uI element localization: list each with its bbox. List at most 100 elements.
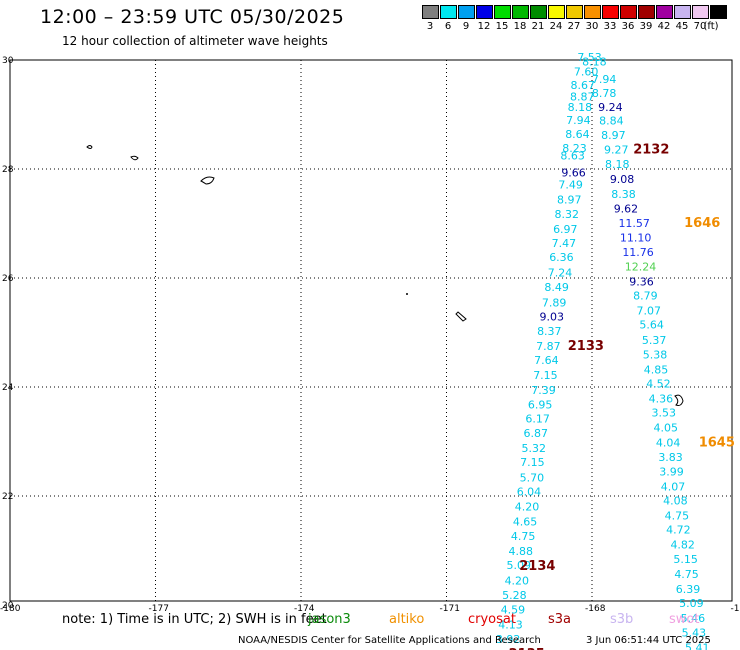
legend-swatch	[458, 5, 475, 19]
lat-tick-label: 22	[2, 492, 13, 502]
swh-value: 8.78	[592, 87, 617, 100]
swh-value: 5.41	[685, 641, 710, 650]
swh-value: 8.38	[611, 188, 636, 201]
legend-label: 70	[693, 21, 707, 32]
swh-value: 4.08	[663, 495, 688, 508]
legend-swatch	[530, 5, 547, 19]
swh-value: 9.66	[561, 167, 586, 180]
legend-label: 24	[549, 21, 563, 32]
lat-tick-label: 24	[2, 383, 14, 393]
swh-value: 7.64	[534, 354, 559, 367]
island-dot	[406, 293, 408, 295]
swh-value: 4.36	[649, 392, 674, 405]
swh-value: 6.36	[549, 251, 574, 264]
lon-tick-label: -171	[440, 604, 460, 614]
swh-value: 3.92	[496, 633, 521, 646]
swh-value: 7.07	[636, 305, 661, 318]
island-outline	[130, 155, 139, 161]
swh-value: 8.79	[633, 289, 658, 302]
swh-value: 7.15	[533, 369, 558, 382]
swh-value: 8.67	[571, 79, 596, 92]
swh-value: 4.52	[646, 378, 671, 391]
swh-value: 8.18	[582, 55, 607, 68]
axis-ticks: -180 -177 -174 -171 -168 -16 30 28 26 24 22 20	[0, 56, 740, 614]
legend-label: 30	[585, 21, 599, 32]
legend-swatch	[656, 5, 673, 19]
swh-value: 8.64	[565, 128, 590, 141]
island-outlines	[86, 145, 684, 406]
legend-swatch	[638, 5, 655, 19]
pass-number-label: 2135	[509, 647, 545, 650]
swh-value: 11.76	[622, 246, 654, 259]
swh-value: 4.78	[494, 648, 519, 650]
swh-value: 4.75	[665, 509, 690, 522]
swh-value: 11.10	[620, 231, 652, 244]
swh-value: 6.97	[553, 223, 578, 236]
swh-value: 4.05	[653, 422, 678, 435]
swh-value: 7.53	[577, 51, 602, 64]
swh-value: 3.53	[652, 406, 677, 419]
swh-value: 8.63	[560, 150, 585, 163]
swh-value: 8.23	[562, 142, 587, 155]
swh-value: 4.88	[508, 545, 533, 558]
swh-value: 4.20	[505, 574, 530, 587]
swh-value: 7.47	[552, 237, 577, 250]
swh-value: 5.64	[639, 319, 664, 332]
swh-value: 8.18	[568, 101, 593, 114]
legend-label: 6	[444, 21, 452, 32]
swh-value: 6.17	[525, 412, 550, 425]
swh-value: 6.39	[676, 583, 701, 596]
map-subtitle: 12 hour collection of altimeter wave hei…	[62, 34, 328, 48]
legend-swatch	[620, 5, 637, 19]
lon-tick-label: -174	[294, 604, 315, 614]
swh-value: 4.59	[501, 604, 526, 617]
swh-value: 4.07	[661, 481, 686, 494]
legend-label: 3	[426, 21, 434, 32]
swh-value: 4.13	[498, 618, 523, 631]
lat-tick-label: 20	[2, 601, 14, 611]
legend-swatch	[440, 5, 457, 19]
swh-value: 7.94	[566, 114, 591, 127]
island-outline	[86, 145, 93, 149]
legend-swatch	[476, 5, 493, 19]
swh-value: 8.49	[544, 281, 569, 294]
island-outline	[455, 311, 467, 322]
swh-value: 8.97	[601, 129, 626, 142]
generated-time: 3 Jun 06:51:44 UTC 2025	[586, 635, 711, 646]
swh-value: 7.24	[548, 266, 573, 279]
lat-tick-label: 30	[2, 56, 14, 66]
legend-label: 45	[675, 21, 689, 32]
legend-swatch	[494, 5, 511, 19]
swh-value: 4.04	[656, 436, 681, 449]
lon-tick-label: -16	[731, 604, 740, 614]
satellite-s3b: s3b	[610, 612, 634, 627]
lat-tick-label: 28	[2, 165, 14, 175]
legend-swatch	[602, 5, 619, 19]
swh-value: 5.09	[507, 559, 532, 572]
swh-value: 8.84	[599, 114, 624, 127]
satellite-cryosat: cryosat	[468, 612, 516, 627]
satellite-altiko: altiko	[389, 612, 425, 627]
map-title: 12:00 – 23:59 UTC 05/30/2025	[40, 6, 345, 28]
swh-value: 5.32	[522, 442, 547, 455]
swh-value: 11.57	[618, 217, 650, 230]
swh-value: 4.82	[670, 538, 695, 551]
swh-value: 5.09	[679, 597, 704, 610]
swh-value: 9.24	[598, 101, 623, 114]
legend-swatch	[710, 5, 727, 19]
swh-value: 3.83	[658, 451, 683, 464]
swh-value: 5.43	[682, 627, 707, 640]
lon-tick-label: -180	[0, 604, 21, 614]
swh-value: 5.15	[673, 553, 698, 566]
swh-value: 8.32	[555, 208, 580, 221]
swh-value: 7.94	[592, 73, 617, 86]
swh-value: 7.15	[520, 456, 545, 469]
swh-value: 7.89	[542, 296, 567, 309]
legend-label: 12	[477, 21, 491, 32]
legend-swatch	[512, 5, 529, 19]
swh-value: 7.60	[574, 65, 599, 78]
legend-label: 9	[462, 21, 470, 32]
swh-value: 7.39	[531, 384, 556, 397]
legend-swatch	[584, 5, 601, 19]
